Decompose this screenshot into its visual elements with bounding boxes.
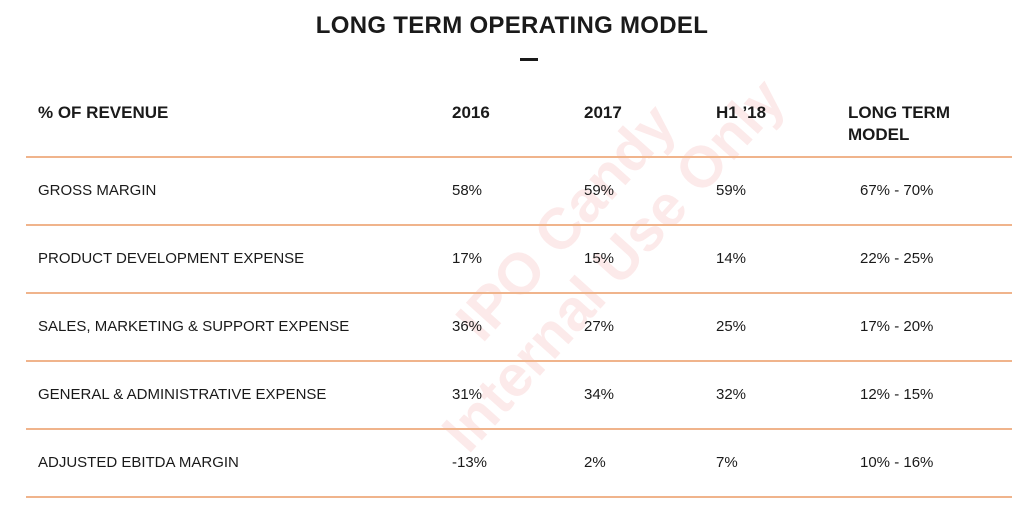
cell-h1-18: 32% xyxy=(716,386,747,403)
cell-long-term-model: 22% - 25% xyxy=(860,250,934,267)
header-2017: 2017 xyxy=(584,103,622,122)
row-label: PRODUCT DEVELOPMENT EXPENSE xyxy=(38,250,305,267)
header-long-term-model: LONG TERM MODEL xyxy=(848,102,950,146)
cell-2017: 34% xyxy=(584,386,615,403)
cell-long-term-model: 10% - 16% xyxy=(860,454,934,471)
table-row: SALES, MARKETING & SUPPORT EXPENSE 36% 2… xyxy=(26,294,1012,362)
cell-2017: 59% xyxy=(584,182,615,199)
cell-2017: 15% xyxy=(584,250,615,267)
cell-h1-18: 59% xyxy=(716,182,747,199)
cell-2016: -13% xyxy=(452,454,488,471)
operating-model-table: % OF REVENUE 2016 2017 H1 ’18 LONG TERM … xyxy=(26,92,1012,498)
header-long-term-model-line-2: MODEL xyxy=(848,125,910,144)
cell-h1-18: 7% xyxy=(716,454,738,471)
cell-h1-18: 14% xyxy=(716,250,747,267)
cell-long-term-model: 67% - 70% xyxy=(860,182,934,199)
row-label: SALES, MARKETING & SUPPORT EXPENSE xyxy=(38,318,350,335)
cell-long-term-model: 17% - 20% xyxy=(860,318,934,335)
table-row: GENERAL & ADMINISTRATIVE EXPENSE 31% 34%… xyxy=(26,362,1012,430)
cell-2017: 2% xyxy=(584,454,606,471)
cell-2016: 17% xyxy=(452,250,483,267)
table-header-row: % OF REVENUE 2016 2017 H1 ’18 LONG TERM … xyxy=(26,92,1012,158)
table-row: PRODUCT DEVELOPMENT EXPENSE 17% 15% 14% … xyxy=(26,226,1012,294)
table-row: GROSS MARGIN 58% 59% 59% 67% - 70% xyxy=(26,158,1012,226)
table-row: ADJUSTED EBITDA MARGIN -13% 2% 7% 10% - … xyxy=(26,430,1012,498)
row-label: GROSS MARGIN xyxy=(38,182,157,199)
header-h1-18: H1 ’18 xyxy=(716,103,767,122)
cell-long-term-model: 12% - 15% xyxy=(860,386,934,403)
page-title: LONG TERM OPERATING MODEL xyxy=(315,12,709,39)
header-percent-of-revenue: % OF REVENUE xyxy=(38,103,169,122)
row-label: ADJUSTED EBITDA MARGIN xyxy=(38,454,239,471)
header-long-term-model-line-1: LONG TERM xyxy=(848,103,950,122)
cell-h1-18: 25% xyxy=(716,318,747,335)
row-label: GENERAL & ADMINISTRATIVE EXPENSE xyxy=(38,386,327,403)
title-underline xyxy=(520,58,538,61)
cell-2016: 58% xyxy=(452,182,483,199)
cell-2016: 31% xyxy=(452,386,483,403)
cell-2017: 27% xyxy=(584,318,615,335)
header-2016: 2016 xyxy=(452,103,490,122)
cell-2016: 36% xyxy=(452,318,483,335)
